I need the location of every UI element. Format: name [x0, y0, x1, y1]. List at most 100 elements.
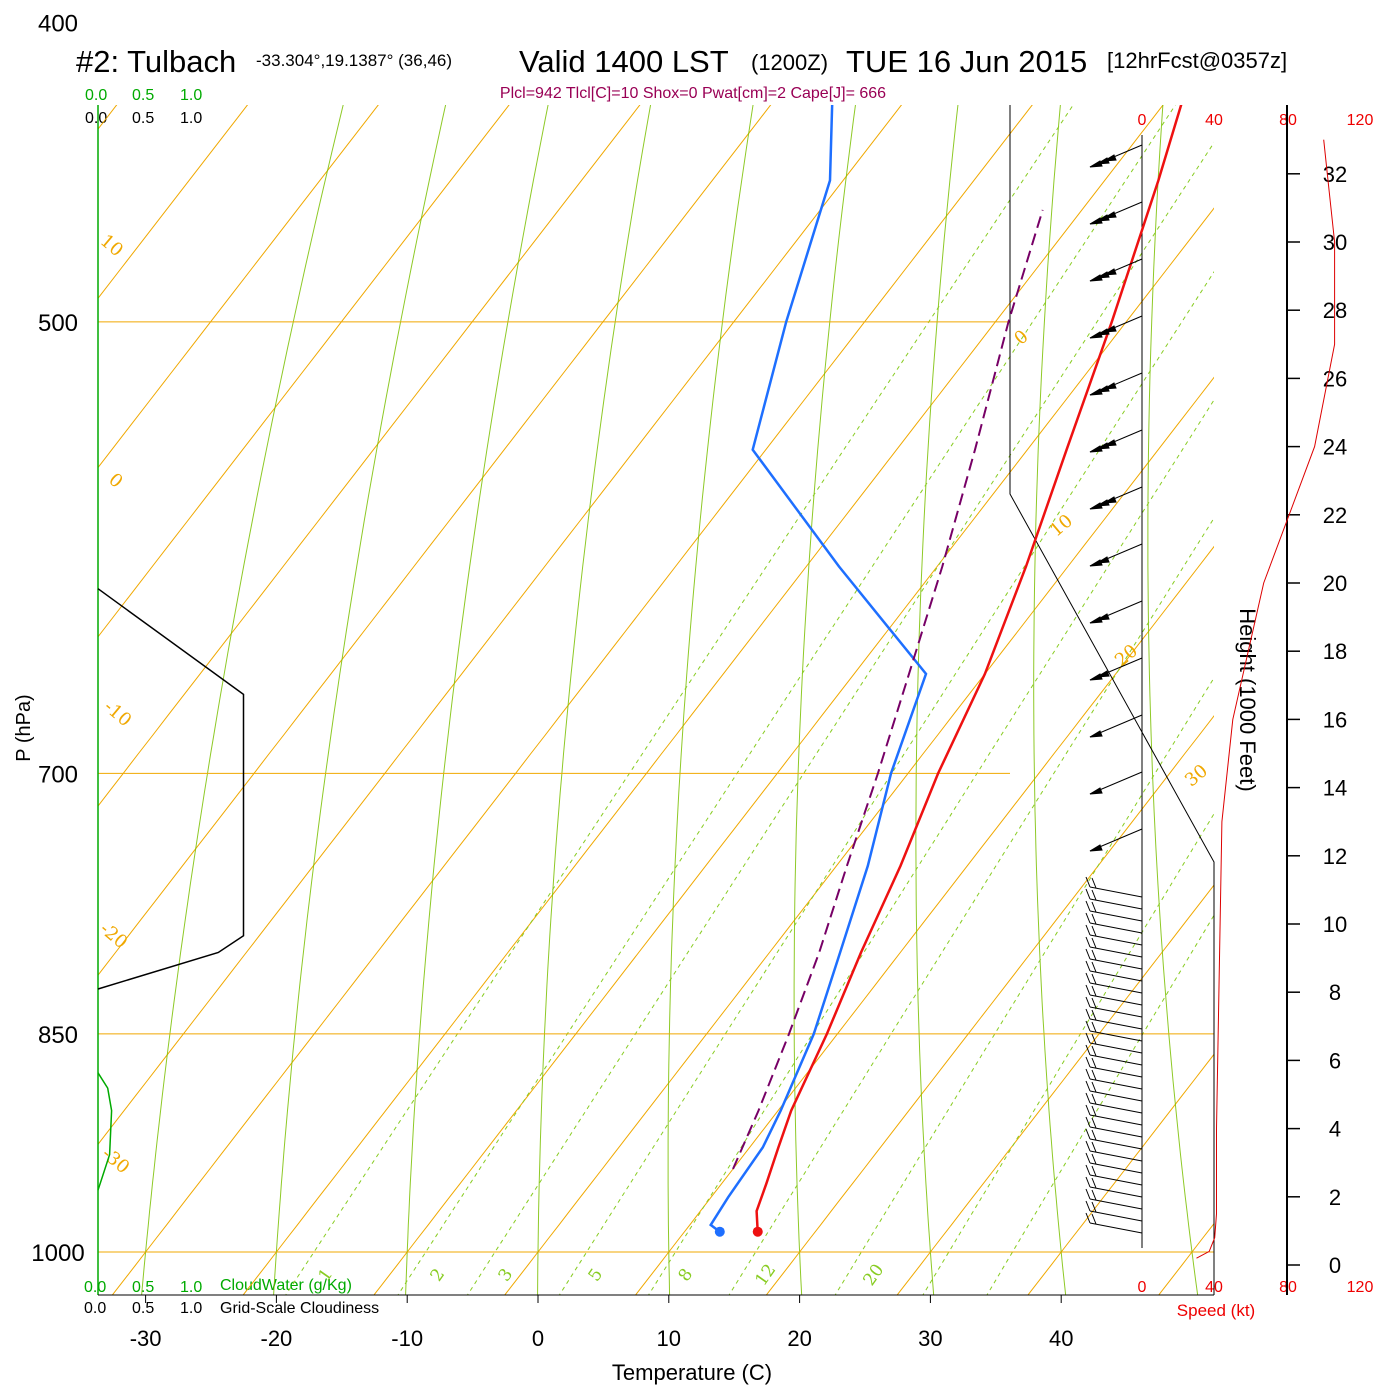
wind-barb-staff	[1089, 1006, 1143, 1018]
isotherm-label: 10	[1046, 510, 1077, 541]
sounding-params: Plcl=942 Tlcl[C]=10 Shox=0 Pwat[cm]=2 Ca…	[500, 85, 886, 102]
wind-barb-feather	[1085, 1128, 1091, 1140]
wind-barb	[1089, 486, 1143, 510]
wind-barb	[1089, 258, 1143, 282]
wind-barb	[1085, 912, 1143, 934]
wind-barb	[1085, 996, 1143, 1018]
wind-barb-feather	[1091, 1129, 1097, 1141]
wind-barb	[1085, 1200, 1143, 1222]
speed-tick: 120	[1347, 112, 1374, 129]
height-tick-label: 16	[1323, 707, 1347, 732]
height-tick-label: 18	[1323, 639, 1347, 664]
wind-barb-staff	[1089, 898, 1143, 910]
wind-barb	[1085, 948, 1143, 970]
pressure-tick-label: 400	[38, 10, 78, 37]
wind-barb-feather	[1085, 1176, 1091, 1188]
wind-barb-feather	[1091, 1201, 1097, 1213]
wind-barb	[1085, 876, 1143, 898]
pressure-tick-label: 700	[38, 761, 78, 788]
cloud-water-tick: 0.0	[85, 87, 107, 104]
cloud-water-scale-top: 0.0 0.5 1.0	[85, 87, 202, 104]
wind-barb-feather	[1085, 900, 1091, 912]
wind-speed-trace	[1196, 139, 1336, 1259]
wind-barb-feather	[1091, 1045, 1097, 1057]
mixing-ratio-line	[466, 141, 1214, 1295]
wind-barb	[1085, 1080, 1143, 1102]
cloud-water-scale-bottom: 0.0 0.5 1.0 CloudWater (g/Kg)	[84, 1277, 352, 1296]
dry-adiabat-line	[405, 105, 549, 1295]
dry-adiabat-line	[1366, 0, 1400, 1318]
wind-barb-feather	[1085, 1068, 1091, 1080]
isotherm-label: -10	[100, 696, 136, 731]
isotherm-line	[98, 105, 772, 976]
wind-barb-flag	[1096, 613, 1110, 621]
pressure-tick-label: 1000	[31, 1240, 84, 1267]
cloud-water-tick: 1.0	[180, 87, 202, 104]
mixing-ratio-line	[397, 105, 1176, 1295]
wind-barb	[1085, 1128, 1143, 1150]
wind-barb-feather	[1091, 1177, 1097, 1189]
isotherm-line	[504, 376, 1214, 1295]
wind-barb	[1085, 1092, 1143, 1114]
wind-barb-flag	[1089, 787, 1103, 795]
wind-barb-staff	[1089, 886, 1143, 898]
x-tick-label: 30	[918, 1326, 942, 1351]
wind-barb-feather	[1085, 1032, 1091, 1044]
wind-barb-feather	[1091, 1141, 1097, 1153]
surface-dewpoint-dot	[714, 1226, 725, 1237]
dry-adiabat-line	[1033, 105, 1067, 1295]
wind-barb-feather	[1085, 1092, 1091, 1104]
wind-barb-feather	[1091, 889, 1097, 901]
wind-barb	[1089, 828, 1143, 852]
mixing-ratio-line	[558, 271, 1214, 1295]
wind-barb	[1085, 1188, 1143, 1210]
wind-barb-staff	[1089, 1162, 1143, 1174]
mixing-ratio-line	[834, 676, 1214, 1295]
x-tick-label: -20	[261, 1326, 293, 1351]
wind-barb	[1085, 1116, 1143, 1138]
zulu-time: (1200Z)	[751, 50, 828, 75]
wind-barb-feather	[1085, 1116, 1091, 1128]
temperature-axis: -30 -20 -10 0 10 20 30 40	[130, 1295, 1073, 1351]
dry-adiabat-line	[667, 105, 754, 1295]
wind-barb-feather	[1091, 1117, 1097, 1129]
wind-barb-flag	[1103, 382, 1117, 390]
cloud-cover-outline	[97, 588, 245, 990]
dry-adiabat-line	[537, 105, 652, 1295]
wind-barb	[1085, 1032, 1143, 1054]
isotherm-line	[98, 105, 903, 1146]
wind-barb	[1085, 936, 1143, 958]
wind-barb-feather	[1085, 948, 1091, 960]
forecast-info: [12hrFcst@0357z]	[1107, 48, 1287, 73]
wind-barb-staff	[1089, 1090, 1143, 1102]
wind-barb-feather	[1091, 1153, 1097, 1165]
speed-tick: 80	[1279, 112, 1297, 129]
station-coords: -33.304°,19.1387° (36,46)	[256, 51, 452, 70]
isotherm-line	[0, 0, 580, 1318]
wind-barb-feather	[1085, 1020, 1091, 1032]
isotherm-label: 0	[104, 469, 126, 492]
cloud-water-label: CloudWater (g/Kg)	[220, 1277, 352, 1294]
mixing-ratio-label: 5	[585, 1265, 608, 1285]
speed-tick: 80	[1279, 1279, 1297, 1296]
wind-barb-feather	[1091, 937, 1097, 949]
wind-barb-feather	[1085, 1044, 1091, 1056]
wind-barb-feather	[1085, 1200, 1091, 1212]
isotherm-label: 30	[1181, 760, 1212, 791]
cloud-cover-tick: 0.5	[132, 1300, 154, 1317]
mixing-ratio-label: 12	[752, 1261, 781, 1290]
wind-barb-flag	[1103, 154, 1117, 162]
wind-barb-feather	[1091, 877, 1097, 889]
x-tick-label: 40	[1049, 1326, 1073, 1351]
wind-barb-staff	[1089, 1126, 1143, 1138]
wind-barb	[1089, 600, 1143, 624]
height-axis-title: Height (1000 Feet)	[1235, 608, 1260, 791]
x-tick-label: 0	[532, 1326, 544, 1351]
isotherm-line	[98, 105, 379, 469]
cloud-cover-scale-top: 0.0 0.5 1.0	[85, 110, 202, 127]
height-tick-label: 22	[1323, 503, 1347, 528]
cloud-water-tick: 0.5	[132, 1279, 154, 1296]
wind-barb-feather	[1091, 1213, 1097, 1225]
isotherm-line	[634, 545, 1214, 1295]
